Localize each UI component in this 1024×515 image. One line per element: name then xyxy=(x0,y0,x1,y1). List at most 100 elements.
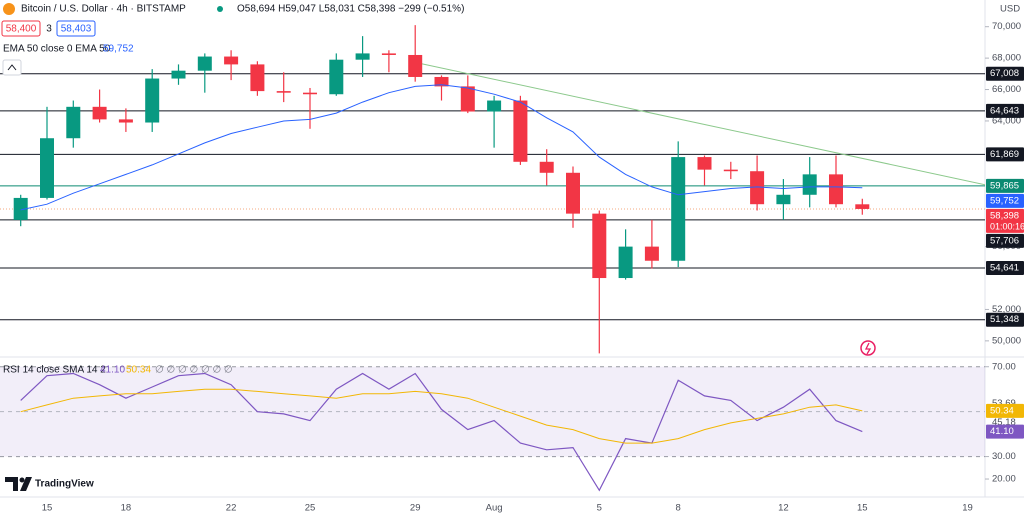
rsi-legend[interactable]: RSI 14 close SMA 14 2 xyxy=(3,365,106,376)
x-tick-label: 22 xyxy=(226,503,237,514)
price-tag xyxy=(986,208,1024,233)
price-tag-label: 67,008 xyxy=(990,68,1019,79)
ema-legend[interactable]: EMA 50 close 0 EMA 50 xyxy=(3,44,111,55)
candle-body xyxy=(566,172,580,214)
candle-body xyxy=(592,213,607,279)
candle-body xyxy=(697,157,712,170)
ema-line xyxy=(20,84,863,211)
ema-legend-value: 59,752 xyxy=(103,44,134,55)
ask-price: 58,403 xyxy=(61,24,92,35)
candle-body xyxy=(276,91,291,93)
candle-body xyxy=(303,92,317,95)
x-tick-label: Aug xyxy=(486,503,503,514)
x-tick-label: 15 xyxy=(42,503,53,514)
price-tag-label: 54,641 xyxy=(990,262,1019,273)
x-tick-label: 15 xyxy=(857,503,868,514)
y-tick-label: 64,000 xyxy=(992,115,1021,126)
brand[interactable]: TradingView xyxy=(35,479,94,490)
candle-body xyxy=(40,138,54,198)
ohlc-readout: O58,694 H59,047 L58,031 C58,398 −299 (−0… xyxy=(237,4,464,15)
symbol-title[interactable]: Bitcoin / U.S. Dollar · 4h · BITSTAMP xyxy=(21,4,186,15)
rsi-legend-value: 41.10 xyxy=(100,365,125,376)
x-tick-label: 19 xyxy=(962,503,973,514)
price-tag xyxy=(986,103,1024,118)
x-tick-label: 5 xyxy=(597,503,602,514)
countdown: 01:00:16 xyxy=(990,221,1024,231)
candle-body xyxy=(13,197,28,220)
y-tick-label: 50,000 xyxy=(992,335,1021,346)
rsi-value-tag xyxy=(986,424,1024,439)
candle-body xyxy=(355,53,370,60)
candle-body xyxy=(145,78,160,123)
candle-body xyxy=(66,106,81,139)
price-tag-label: 64,643 xyxy=(990,105,1019,116)
y-tick-label: 68,000 xyxy=(992,53,1021,64)
price-tag xyxy=(986,260,1024,275)
alert-bolt xyxy=(864,342,872,355)
x-tick-label: 8 xyxy=(676,503,681,514)
candle-body xyxy=(250,64,265,92)
price-tag xyxy=(986,193,1024,208)
axes: 50,00052,00056,00064,00066,00068,00070,0… xyxy=(42,21,1024,514)
candle-body xyxy=(644,246,659,261)
price-tag xyxy=(986,233,1024,248)
candle-body xyxy=(855,204,870,209)
price-tag-label: 57,706 xyxy=(990,235,1019,246)
candle-body xyxy=(723,169,738,172)
price-tag xyxy=(986,178,1024,193)
candle-body xyxy=(434,76,449,87)
rsi-tick-label: 30.00 xyxy=(992,451,1016,462)
logo-mark xyxy=(5,477,18,491)
rsi-marker-label: 53.69 xyxy=(992,398,1016,409)
candle-body xyxy=(92,106,107,120)
sell-button[interactable] xyxy=(1,20,41,37)
x-tick-label: 25 xyxy=(305,503,316,514)
logo-dot xyxy=(19,477,25,483)
alert-icon[interactable] xyxy=(860,340,876,356)
rsi-line xyxy=(20,372,863,492)
candle-body xyxy=(802,174,817,195)
coin-icon xyxy=(3,3,15,15)
rsi-pane xyxy=(0,366,985,492)
rsi-flags: ∅ ∅ ∅ ∅ ∅ ∅ ∅ xyxy=(155,365,233,376)
rsi-tick-label: 70.00 xyxy=(992,361,1016,372)
y-tick-label: 66,000 xyxy=(992,84,1021,95)
rsi-sma-line xyxy=(20,388,863,444)
x-tick-label: 29 xyxy=(410,503,421,514)
price-tag xyxy=(986,66,1024,81)
x-tick-label: 12 xyxy=(778,503,789,514)
bid-price: 58,400 xyxy=(6,24,37,35)
price-tag-label: 59,865 xyxy=(990,180,1019,191)
candle-body xyxy=(539,161,554,173)
candle-body xyxy=(829,174,843,205)
market-status xyxy=(217,6,223,12)
candle-body xyxy=(460,86,475,112)
currency: USD xyxy=(1000,4,1020,15)
collapse-icon xyxy=(7,64,17,71)
price-tag-label: 59,752 xyxy=(990,195,1019,206)
price-tag-label: 61,869 xyxy=(990,149,1019,160)
candle-body xyxy=(776,194,791,205)
candle-body xyxy=(381,53,396,55)
spread: 3 xyxy=(46,24,52,35)
candle-body xyxy=(224,56,239,65)
rsi-tick-label: 20.00 xyxy=(992,474,1016,485)
candle-body xyxy=(171,70,186,79)
rsi-value-tag xyxy=(986,403,1024,418)
collapse-button[interactable] xyxy=(2,59,22,76)
candle-body xyxy=(750,171,765,205)
buy-button[interactable] xyxy=(56,20,96,37)
trendline xyxy=(415,61,985,186)
candle-body xyxy=(197,56,212,71)
logo-slash xyxy=(20,477,32,491)
rsi-sma-legend-value: 50.34 xyxy=(126,365,151,376)
candle-body xyxy=(618,246,633,279)
rsi-value-tag-label: 50.34 xyxy=(990,405,1014,416)
price-tag-label: 51,348 xyxy=(990,314,1019,325)
x-tick-label: 18 xyxy=(121,503,132,514)
candle-body xyxy=(118,119,133,123)
candle-body xyxy=(671,157,686,261)
